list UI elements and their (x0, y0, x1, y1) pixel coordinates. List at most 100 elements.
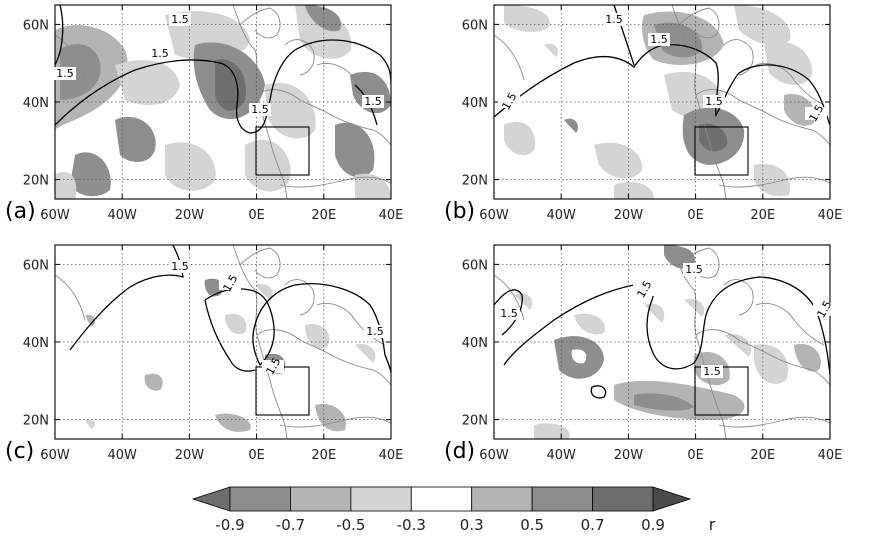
y-tick-label: 40N (23, 96, 49, 111)
y-tick-label: 40N (462, 96, 488, 111)
y-tick-label: 20N (462, 414, 488, 429)
contour-label-bg (362, 95, 384, 108)
x-tick-label: 40E (379, 448, 404, 463)
y-tick-label: 20N (462, 174, 488, 189)
contour-label: 1.5 (366, 325, 384, 338)
colorbar-unit-label: r (709, 515, 716, 534)
coastline-c (55, 245, 391, 439)
contour-label: 1.5 (171, 260, 189, 273)
contour-label-bg (169, 260, 191, 273)
contour-label-bg (364, 325, 386, 338)
colorbar-segment (410, 486, 473, 512)
x-tick-label: 0E (248, 448, 265, 463)
contour-label: 1.5 (251, 103, 269, 116)
contour-label-bg (648, 33, 670, 46)
contour-label-bg (703, 95, 725, 108)
y-tick-label: 60N (462, 258, 488, 273)
panel-label-a: (a) (5, 199, 36, 224)
colorbar-tick-label: -0.5 (336, 516, 365, 534)
colorbar-tick-label: 0.3 (460, 516, 484, 534)
y-tick-label: 60N (23, 18, 49, 33)
colorbar: -0.9 -0.7 -0.5 -0.3 0.3 0.5 0.7 0.9 r (191, 486, 716, 534)
colorbar-segment (652, 486, 692, 512)
colorbar-segment (471, 486, 533, 512)
contour-label-bg (813, 303, 835, 316)
contour-label-bg (498, 95, 520, 108)
colorbar-tick-label: 0.7 (581, 516, 605, 534)
x-tick-label: 40W (107, 208, 137, 223)
y-tick-label: 40N (462, 336, 488, 351)
x-tick-label: 40W (546, 208, 576, 223)
box-region-a (255, 126, 310, 176)
contour-label: 1.5 (151, 47, 169, 60)
isoline-c (69, 245, 391, 374)
panel-label-d: (d) (444, 439, 475, 464)
panel-label-c: (c) (5, 439, 34, 464)
panel-a-axes: 60W 40W 20W 0E 20E 40E 20N 40N 60N 1.5 1.5 1.5 1.5 1.… (5, 4, 404, 224)
box-region-b (694, 126, 749, 176)
contour-label: 1.5 (685, 263, 703, 276)
y-tick-label: 20N (23, 174, 49, 189)
contour-label: 1.5 (500, 307, 518, 320)
colorbar-segment (350, 486, 412, 512)
contour-label-bg (805, 107, 827, 120)
x-tick-label: 20E (750, 448, 775, 463)
x-tick-label: 20W (614, 448, 644, 463)
y-tick-label: 40N (23, 336, 49, 351)
coastline-a (55, 5, 391, 199)
colorbar-tick-label: 0.5 (520, 516, 544, 534)
contour-label-bg (149, 47, 171, 60)
x-tick-label: 60W (479, 208, 509, 223)
contour-label-bg (603, 13, 625, 26)
contour-label-bg (54, 67, 76, 80)
x-tick-label: 60W (479, 448, 509, 463)
colorbar-segment (290, 486, 352, 512)
colorbar-segment (229, 486, 291, 512)
contour-label-bg (683, 263, 705, 276)
x-tick-label: 40E (379, 208, 404, 223)
x-tick-label: 60W (40, 448, 70, 463)
x-tick-label: 40E (818, 448, 843, 463)
colorbar-tick-label: -0.7 (276, 516, 305, 534)
panel-label-b: (b) (444, 199, 475, 224)
x-tick-label: 0E (248, 208, 265, 223)
contour-label-bg (701, 365, 723, 378)
colorbar-segment (191, 486, 231, 512)
x-tick-label: 20E (311, 208, 336, 223)
y-tick-label: 60N (23, 258, 49, 273)
colorbar-tick-label: -0.9 (215, 516, 244, 534)
x-tick-label: 20W (175, 208, 205, 223)
contour-label-bg (633, 283, 655, 296)
x-tick-label: 20W (614, 208, 644, 223)
x-tick-label: 0E (687, 448, 704, 463)
contour-label: 1.5 (705, 95, 723, 108)
x-tick-label: 40W (546, 448, 576, 463)
coastline-d (494, 245, 830, 439)
x-tick-label: 40W (107, 448, 137, 463)
isoline-b (494, 5, 830, 126)
contour-label: 1.5 (605, 13, 623, 26)
isoline-d (494, 276, 830, 399)
contour-label-bg (169, 13, 191, 26)
contour-label: 1.5 (703, 365, 721, 378)
colorbar-segment (531, 486, 593, 512)
y-tick-label: 60N (462, 18, 488, 33)
contour-label-bg (249, 103, 271, 116)
y-tick-label: 20N (23, 414, 49, 429)
colorbar-tick-label: -0.3 (397, 516, 426, 534)
contour-label: 1.5 (650, 33, 668, 46)
contour-label: 1.5 (56, 67, 74, 80)
contour-label-bg (498, 307, 520, 320)
contour-label-bg (219, 277, 241, 290)
colorbar-segment (592, 486, 654, 512)
x-tick-label: 20E (311, 448, 336, 463)
contour-label: 1.5 (364, 95, 382, 108)
x-tick-label: 20E (750, 208, 775, 223)
colorbar-tick-label: 0.9 (641, 516, 665, 534)
panel-frames: 60W 40W 20W 0E 20E 40E 20N 40N 60N 1.5 1.5 1.5 1.5 1.… (5, 4, 843, 464)
